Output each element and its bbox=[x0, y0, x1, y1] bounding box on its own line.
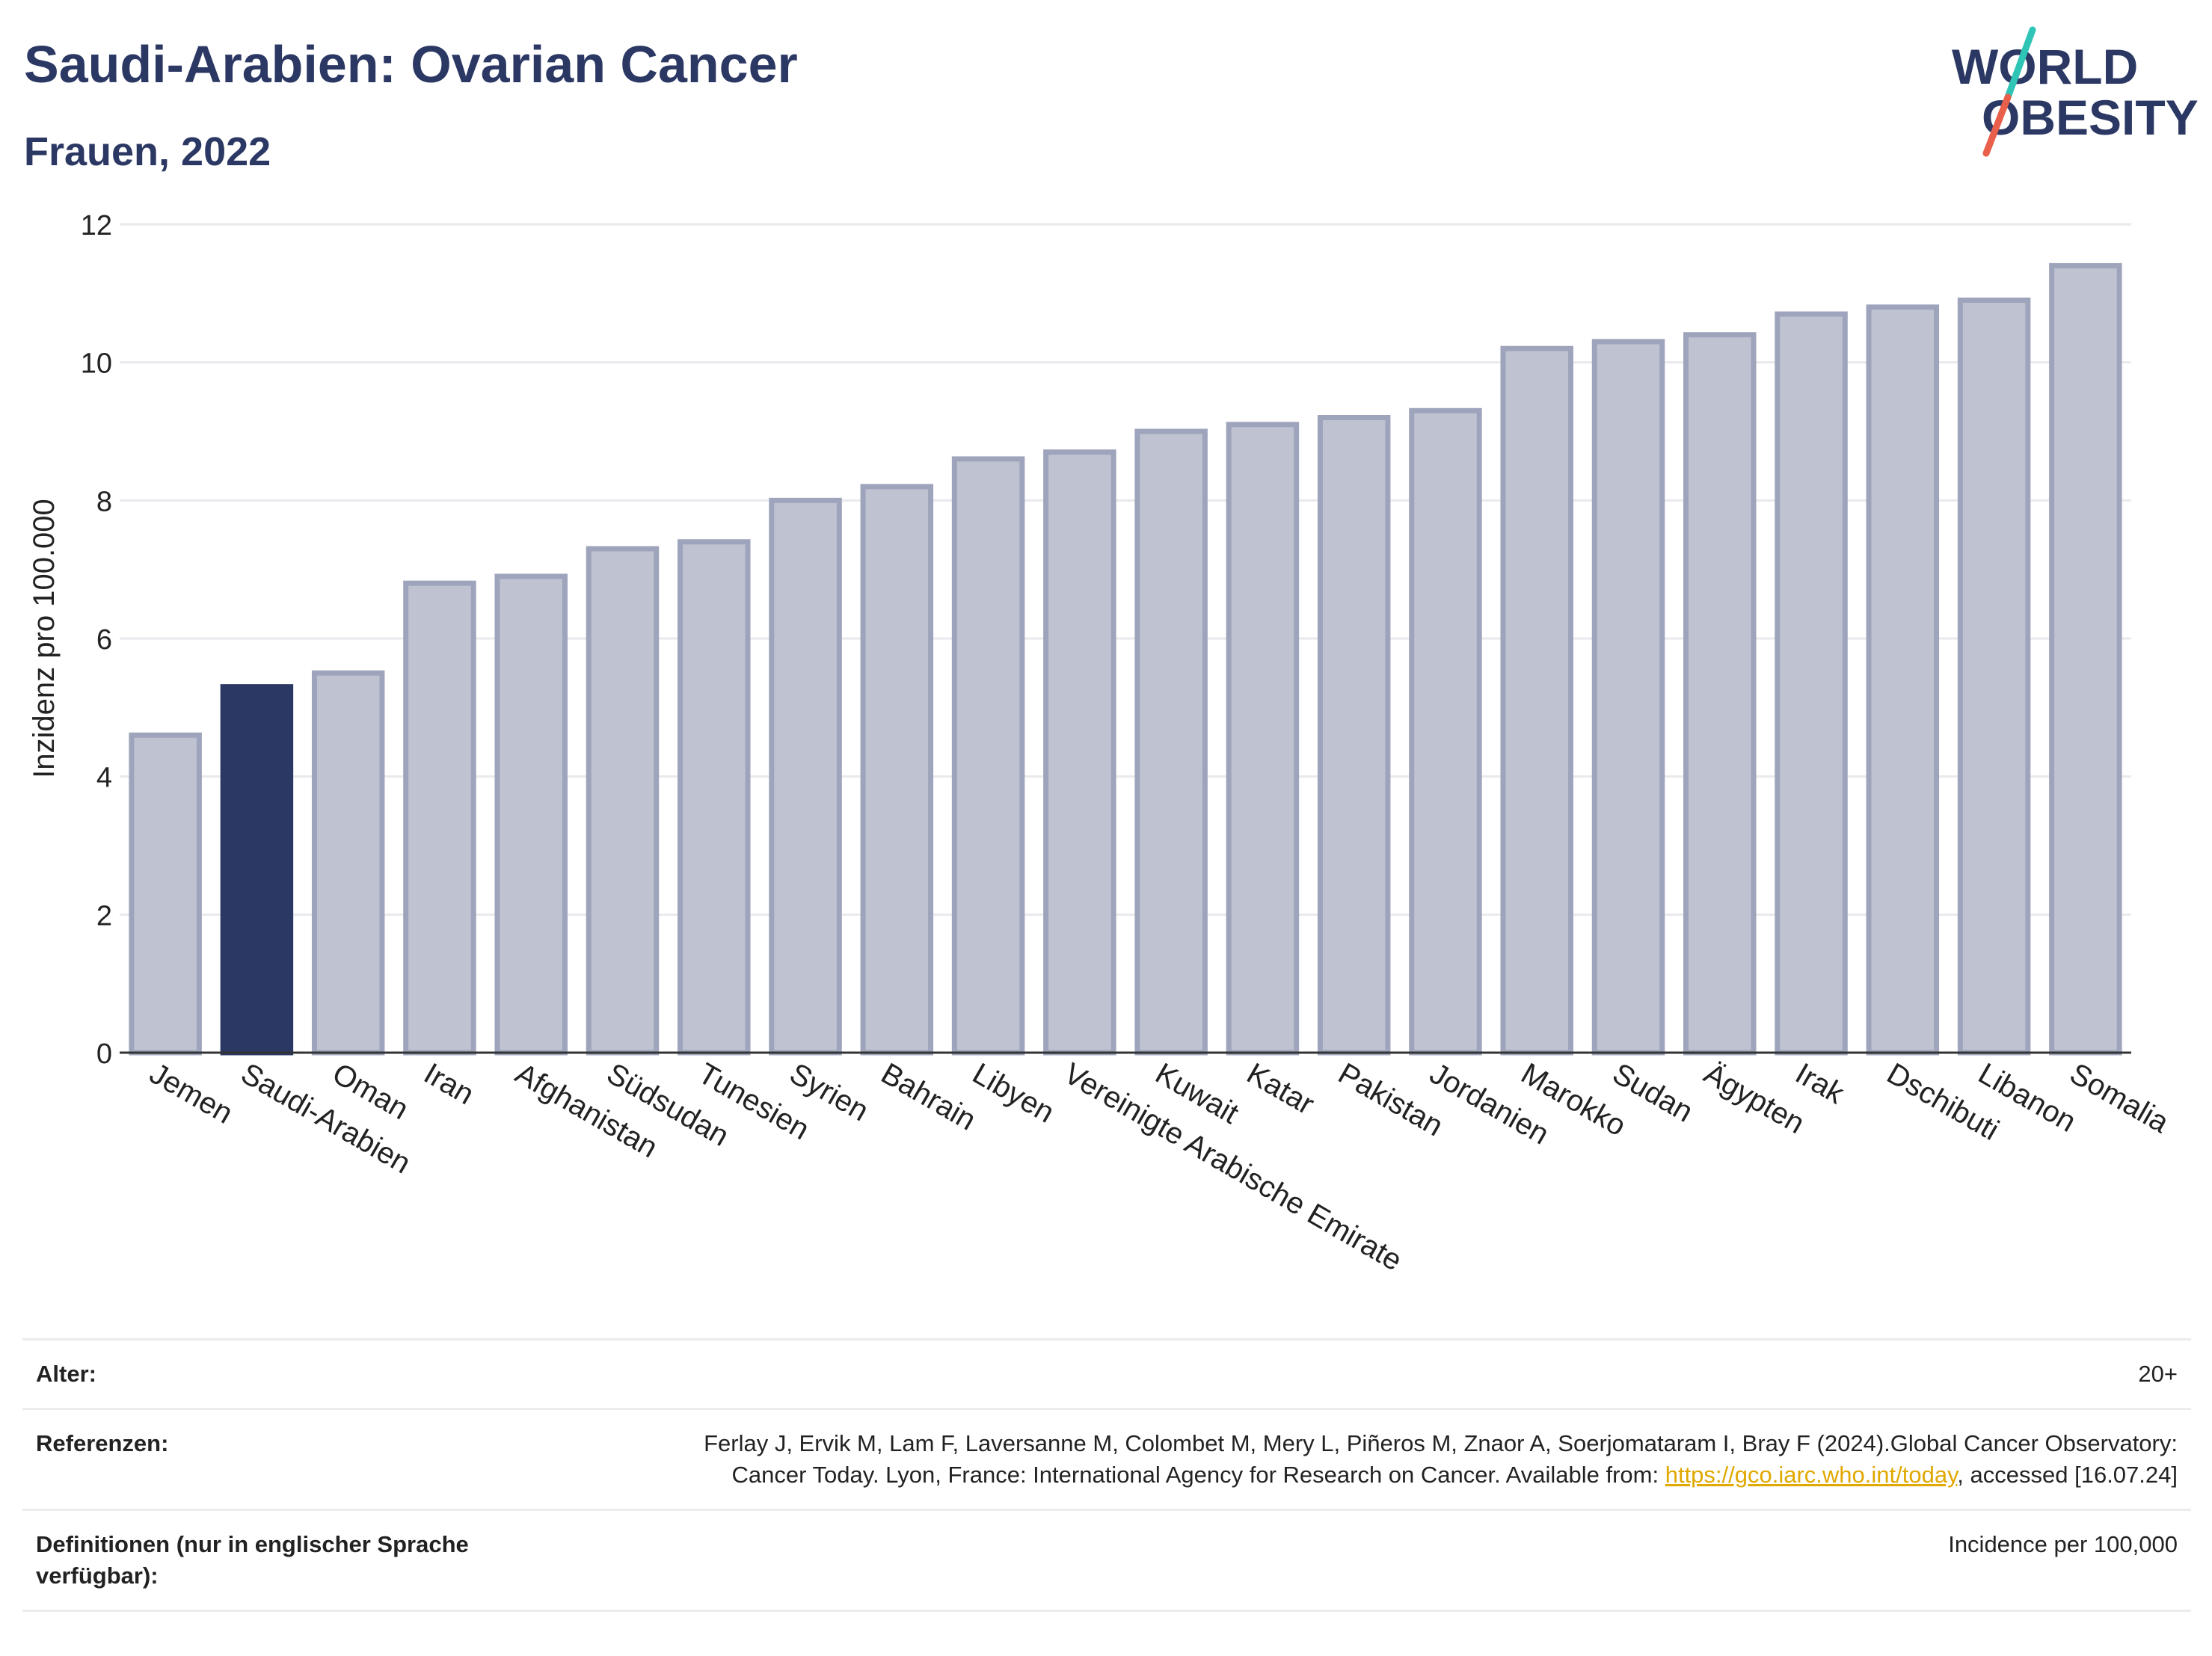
y-tick-label: 8 bbox=[96, 486, 112, 517]
bar bbox=[1226, 422, 1300, 1056]
references-value: Ferlay J, Ervik M, Lam F, Laversanne M, … bbox=[645, 1428, 2178, 1491]
definitions-label: Definitionen (nur in englischer Sprache … bbox=[36, 1531, 469, 1589]
bar bbox=[860, 484, 934, 1056]
bar bbox=[586, 546, 660, 1056]
bar bbox=[1866, 304, 1940, 1056]
references-suffix: , accessed [16.07.24] bbox=[1957, 1462, 2178, 1488]
bar bbox=[129, 732, 202, 1056]
bar bbox=[769, 497, 842, 1056]
info-row-references: Referenzen: Ferlay J, Ervik M, Lam F, La… bbox=[22, 1408, 2191, 1509]
bar bbox=[311, 670, 385, 1056]
page-title: Saudi-Arabien: Ovarian Cancer bbox=[24, 35, 798, 93]
x-tick-label: Ägypten bbox=[1698, 1057, 1810, 1140]
bar bbox=[494, 573, 568, 1056]
bar bbox=[678, 539, 751, 1056]
x-tick-label: Bahrain bbox=[876, 1057, 981, 1137]
bar bbox=[1775, 311, 1848, 1056]
bar bbox=[951, 456, 1025, 1056]
bar bbox=[1591, 339, 1665, 1056]
bar bbox=[403, 580, 476, 1056]
x-tick-label: Katar bbox=[1241, 1057, 1320, 1121]
bar bbox=[1043, 449, 1116, 1056]
logo-slash-red bbox=[1982, 93, 2012, 157]
bar bbox=[1134, 428, 1208, 1056]
age-value: 20+ bbox=[2138, 1361, 2178, 1387]
logo-line2: OBESITY bbox=[1982, 90, 2199, 145]
bar bbox=[1500, 345, 1573, 1056]
y-tick-label: 4 bbox=[96, 763, 112, 794]
x-tick-label: Jemen bbox=[144, 1057, 239, 1130]
info-row-definitions: Definitionen (nur in englischer Sprache … bbox=[22, 1509, 2191, 1612]
age-label: Alter: bbox=[36, 1361, 96, 1387]
y-tick-label: 12 bbox=[81, 210, 112, 241]
logo-slash-teal bbox=[2004, 26, 2036, 101]
info-table: Alter: 20+ Referenzen: Ferlay J, Ervik M… bbox=[22, 1338, 2191, 1612]
bar bbox=[2049, 262, 2122, 1056]
world-obesity-logo: WORLD OBESITY bbox=[1952, 26, 2199, 157]
bar bbox=[1317, 415, 1391, 1056]
x-tick-label: Libyen bbox=[967, 1057, 1060, 1130]
logo-line1: WORLD bbox=[1952, 39, 2138, 94]
y-tick-label: 10 bbox=[81, 348, 112, 380]
bar bbox=[220, 684, 294, 1056]
info-row-age: Alter: 20+ bbox=[22, 1338, 2191, 1408]
y-tick-label: 0 bbox=[96, 1038, 112, 1070]
y-axis-label: Inzidenz pro 100.000 bbox=[28, 499, 61, 778]
references-label: Referenzen: bbox=[36, 1430, 169, 1456]
definitions-value: Incidence per 100,000 bbox=[1948, 1531, 2178, 1557]
bar bbox=[1683, 332, 1757, 1056]
page-subtitle: Frauen, 2022 bbox=[24, 129, 271, 174]
bar bbox=[1409, 407, 1482, 1056]
y-tick-label: 6 bbox=[96, 624, 112, 656]
bar bbox=[1957, 298, 2031, 1056]
x-tick-label: Iran bbox=[418, 1057, 479, 1112]
y-tick-label: 2 bbox=[96, 900, 112, 932]
x-tick-label: Pakistan bbox=[1333, 1057, 1448, 1143]
references-link[interactable]: https://gco.iarc.who.int/today bbox=[1665, 1462, 1958, 1488]
x-tick-label: Irak bbox=[1790, 1057, 1851, 1111]
x-tick-label: Somalia bbox=[2064, 1057, 2175, 1140]
references-text: Ferlay J, Ervik M, Lam F, Laversanne M, … bbox=[704, 1430, 2178, 1488]
